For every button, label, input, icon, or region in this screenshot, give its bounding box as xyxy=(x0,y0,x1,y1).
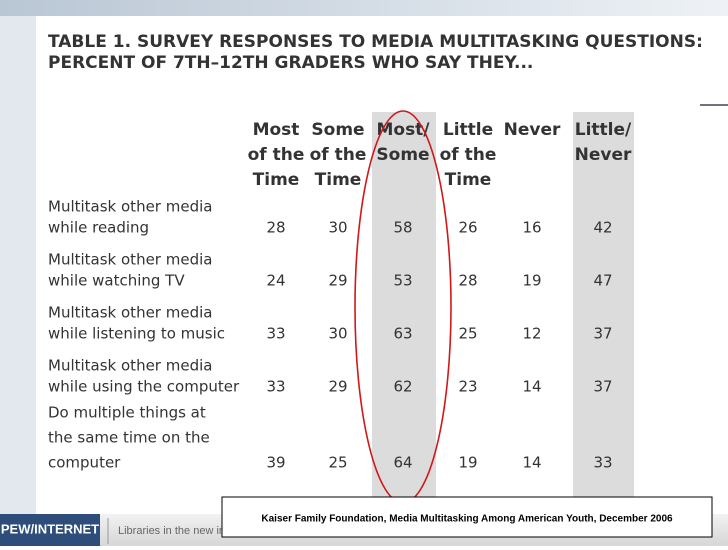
cell-value: 62 xyxy=(393,378,412,396)
table: TABLE 1. SURVEY RESPONSES TO MEDIA MULTI… xyxy=(48,32,703,472)
logo: PEW/INTERNET xyxy=(1,521,99,536)
column-header: Some xyxy=(376,145,429,165)
cell-value: 33 xyxy=(266,325,285,343)
shaded-column xyxy=(573,112,634,506)
row-label: Multitask other media xyxy=(48,357,212,375)
cell-value: 58 xyxy=(393,219,412,237)
cell-value: 30 xyxy=(328,219,347,237)
cell-value: 19 xyxy=(522,272,541,290)
cell-value: 24 xyxy=(266,272,285,290)
cell-value: 63 xyxy=(393,325,412,343)
row-label: while listening to music xyxy=(48,325,225,343)
column-header: Never xyxy=(575,145,632,165)
column-header: of the xyxy=(248,145,305,165)
cell-value: 25 xyxy=(328,454,347,472)
column-header: Time xyxy=(253,170,300,190)
cell-value: 37 xyxy=(593,325,612,343)
row-label: Multitask other media xyxy=(48,198,212,216)
cell-value: 16 xyxy=(522,219,541,237)
shaded-column xyxy=(372,112,436,506)
row-label: the same time on the xyxy=(48,429,210,447)
source-box xyxy=(221,496,713,538)
row-label: while reading xyxy=(48,219,149,237)
cell-value: 26 xyxy=(458,219,477,237)
cell-value: 29 xyxy=(328,378,347,396)
row-label: Multitask other media xyxy=(48,304,212,322)
column-header: of the xyxy=(440,145,497,165)
column-header: Most/ xyxy=(376,120,430,140)
cell-value: 23 xyxy=(458,378,477,396)
cell-value: 28 xyxy=(458,272,477,290)
cell-value: 33 xyxy=(593,454,612,472)
cell-value: 14 xyxy=(522,454,541,472)
row-label: computer xyxy=(48,454,121,472)
slide-title: Libraries in the new info xyxy=(118,525,234,537)
cell-value: 53 xyxy=(393,272,412,290)
row-label: Multitask other media xyxy=(48,251,212,269)
column-header: Most xyxy=(253,120,300,140)
left-band xyxy=(0,16,36,516)
cell-value: 29 xyxy=(328,272,347,290)
column-header: Time xyxy=(315,170,362,190)
column-header: Time xyxy=(445,170,492,190)
top-band xyxy=(0,0,728,16)
cell-value: 42 xyxy=(593,219,612,237)
cell-value: 47 xyxy=(593,272,612,290)
table-title: TABLE 1. SURVEY RESPONSES TO MEDIA MULTI… xyxy=(48,32,703,52)
column-header: Never xyxy=(504,120,561,140)
column-header: Little/ xyxy=(575,120,632,140)
cell-value: 39 xyxy=(266,454,285,472)
cell-value: 30 xyxy=(328,325,347,343)
column-header: of the xyxy=(310,145,367,165)
column-header: Some xyxy=(311,120,364,140)
row-label: Do multiple things at xyxy=(48,404,206,422)
cell-value: 25 xyxy=(458,325,477,343)
row-label: while watching TV xyxy=(48,272,185,290)
cell-value: 19 xyxy=(458,454,477,472)
cell-value: 64 xyxy=(393,454,412,472)
cell-value: 37 xyxy=(593,378,612,396)
cell-value: 28 xyxy=(266,219,285,237)
cell-value: 14 xyxy=(522,378,541,396)
cell-value: 33 xyxy=(266,378,285,396)
cell-value: 12 xyxy=(522,325,541,343)
source: Kaiser Family Foundation, Media Multitas… xyxy=(261,514,673,525)
column-header: Little xyxy=(443,120,493,140)
table-title: PERCENT OF 7TH–12TH GRADERS WHO SAY THEY… xyxy=(48,53,533,73)
logo-box xyxy=(0,514,100,546)
row-label: while using the computer xyxy=(48,378,240,396)
